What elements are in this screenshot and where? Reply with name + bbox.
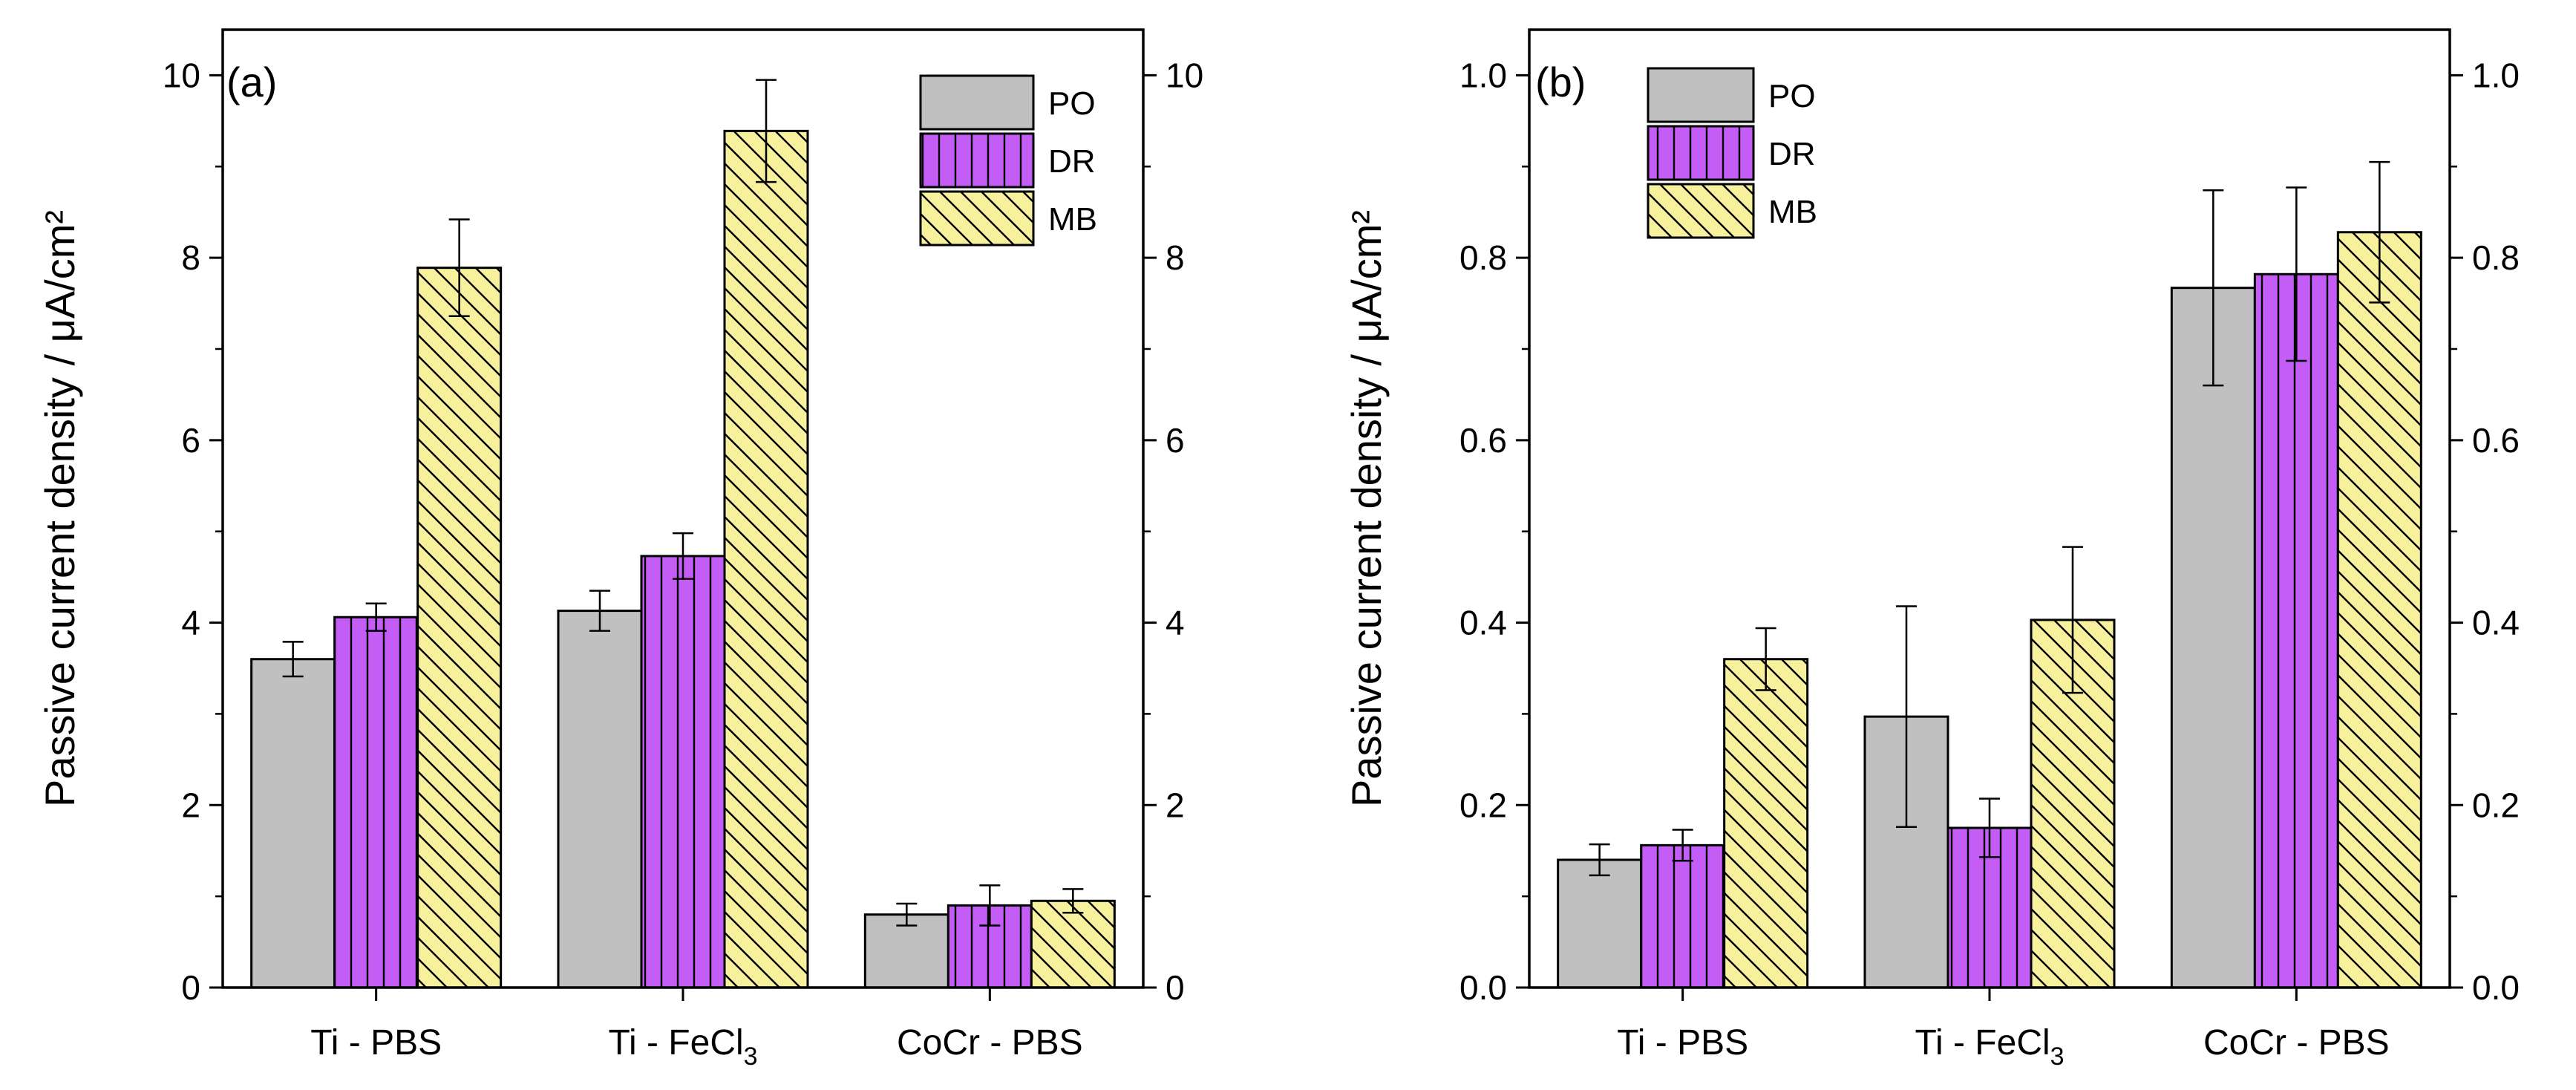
legend: PO DR MB [1647,67,1817,239]
y-tick-label-right: 10 [1166,56,1203,94]
y-tick-label-right: 0.4 [2472,604,2520,642]
bar-dr-ti-pbs [333,616,419,989]
y-tick-label-left: 6 [181,421,200,460]
y-tick-label-right: 8 [1166,238,1185,277]
y-tick-label-right: 0.8 [2472,238,2520,277]
y-tick-label-left: 0.4 [1459,604,1507,642]
y-tick-label-right: 0 [1166,968,1185,1007]
bar-po-cocr-pbs [2170,287,2256,989]
legend-swatch-mb [1647,183,1755,239]
bar-mb-cocr-pbs [1030,899,1116,989]
legend-label-mb: MB [1048,201,1097,238]
y-tick-label-right: 0.2 [2472,786,2520,824]
y-tick-label-right: 0.0 [2472,968,2520,1007]
y-tick-label-left: 0.0 [1459,968,1507,1007]
legend: PO DR MB [919,74,1097,247]
legend-swatch-po [919,74,1035,131]
bar-mb-ti-pbs [1723,658,1809,989]
bar-dr-ti-pbs [1640,843,1726,989]
y-axis-title: Passive current density / μA/cm² [1343,210,1390,807]
legend-label-mb: MB [1768,194,1817,230]
panel-label: (b) [1535,59,1586,105]
y-axis-title: Passive current density / μA/cm² [36,210,83,807]
y-tick-label-left: 2 [181,786,200,824]
y-tick-label-right: 4 [1166,604,1185,642]
panel-label: (a) [226,59,277,105]
bar-po-ti-fecl3 [557,610,643,989]
bar-po-ti-pbs [250,658,336,989]
x-category-label: CoCr - PBS [897,1023,1083,1063]
y-tick-label-left: 1.0 [1459,56,1507,94]
y-tick-label-right: 1.0 [2472,56,2520,94]
y-tick-label-right: 6 [1166,421,1185,460]
legend-label-po: PO [1768,78,1816,114]
bar-mb-cocr-pbs [2336,231,2422,989]
y-tick-label-left: 10 [163,56,200,94]
bar-mb-ti-pbs [416,267,503,989]
y-tick-label-right: 2 [1166,786,1185,824]
legend-label-dr: DR [1768,136,1816,172]
bar-mb-ti-fecl3 [723,129,809,989]
x-category-label: Ti - FeCl3 [608,1023,757,1071]
x-category-label: Ti - PBS [310,1023,442,1063]
y-tick-label-right: 0.6 [2472,421,2520,460]
bar-po-ti-pbs [1557,858,1643,989]
legend-swatch-dr [919,132,1035,189]
bar-dr-cocr-pbs [2253,272,2339,989]
chart-panel-a: 0 0 2 2 4 4 6 6 8 8 10 10 Ti - PBS Ti - FeCl3 CoCr - P… [36,28,1203,1071]
y-tick-label-left: 0 [181,968,200,1007]
legend-label-dr: DR [1048,143,1096,180]
legend-label-po: PO [1048,85,1096,122]
chart-panel-b: 0.0 0.0 0.2 0.2 0.4 0.4 0.6 0.6 0.8 0.8 1.0 1.0 Ti -… [1343,28,2520,1071]
bar-dr-ti-fecl3 [640,555,726,989]
y-tick-label-left: 4 [181,604,200,642]
y-tick-label-left: 0.2 [1459,786,1507,824]
y-tick-label-left: 0.8 [1459,238,1507,277]
x-category-label: Ti - FeCl3 [1915,1023,2064,1071]
y-tick-label-left: 0.6 [1459,421,1507,460]
x-category-label: CoCr - PBS [2203,1023,2390,1063]
legend-swatch-po [1647,67,1755,123]
legend-swatch-dr [1647,125,1755,181]
legend-swatch-mb [919,190,1035,247]
x-category-label: Ti - PBS [1617,1023,1748,1063]
y-tick-label-left: 8 [181,238,200,277]
